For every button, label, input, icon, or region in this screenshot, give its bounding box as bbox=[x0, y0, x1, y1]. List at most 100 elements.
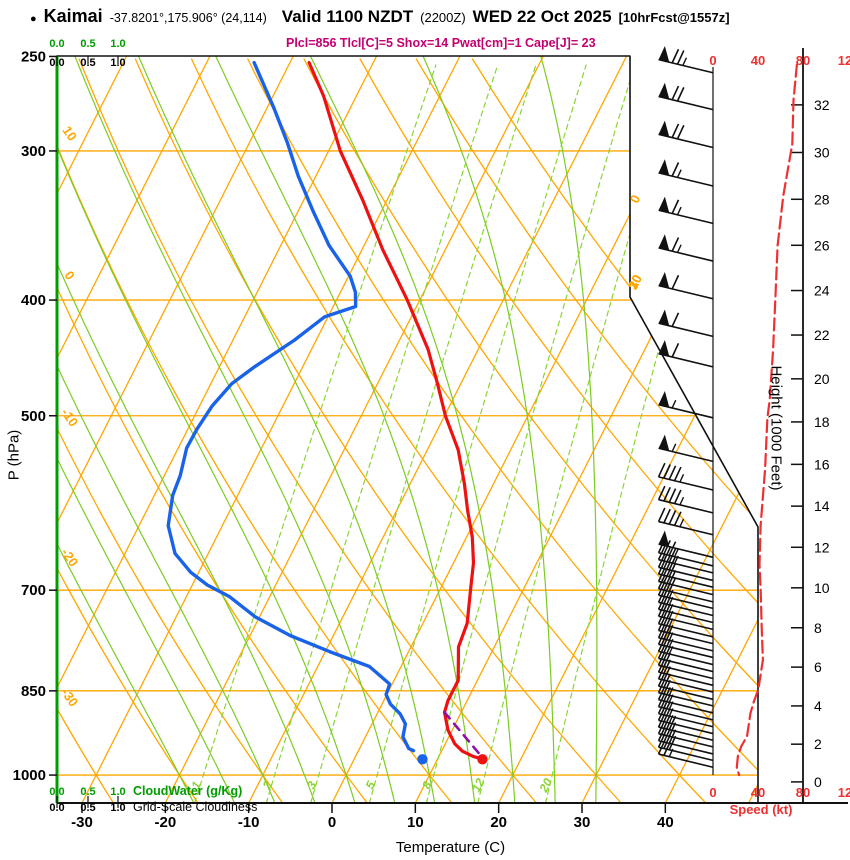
barb-staff bbox=[658, 520, 714, 536]
barb-full bbox=[663, 673, 671, 688]
speed-tick-label-top: 0 bbox=[709, 53, 716, 68]
cloud-scale-green-bottom: 0.0 bbox=[49, 786, 64, 798]
barb-full bbox=[657, 485, 666, 501]
barb-full bbox=[657, 462, 666, 478]
barb-staff bbox=[658, 698, 714, 714]
barb-full bbox=[663, 589, 671, 604]
barb-full bbox=[671, 343, 680, 358]
height-tick-label: 16 bbox=[814, 456, 830, 472]
mixing-ratio-line bbox=[477, 64, 679, 803]
pressure-tick-label: 250 bbox=[21, 48, 46, 65]
surface-temperature-dot bbox=[477, 754, 488, 765]
barb-full bbox=[663, 734, 671, 749]
barb-full bbox=[663, 561, 671, 576]
barb-full bbox=[663, 487, 671, 502]
barb-staff bbox=[658, 671, 714, 687]
wind-barbs bbox=[657, 45, 714, 769]
wind-barb bbox=[657, 726, 714, 755]
barb-half bbox=[676, 169, 682, 178]
barb-staff bbox=[658, 587, 714, 603]
barb-half bbox=[673, 555, 679, 564]
wind-barb bbox=[658, 120, 714, 149]
barb-full bbox=[657, 740, 666, 755]
barb-staff bbox=[658, 650, 714, 666]
valid-time: Valid 1100 NZDT bbox=[281, 7, 414, 26]
height-tick-label: 18 bbox=[814, 414, 830, 430]
barb-staff bbox=[658, 664, 714, 680]
barb-full bbox=[657, 664, 666, 680]
pressure-tick-label: 1000 bbox=[13, 767, 46, 784]
sounding-curves bbox=[166, 60, 488, 765]
barb-full bbox=[668, 465, 677, 480]
cloud-scale-green-bottom: 1.0 bbox=[110, 786, 125, 798]
barb-full bbox=[671, 85, 680, 101]
barb-full bbox=[671, 123, 680, 138]
height-tick-label: 2 bbox=[814, 736, 822, 752]
barb-full bbox=[676, 87, 685, 102]
stability-indices: Plcl=856 Tlcl[C]=5 Shox=14 Pwat[cm]=1 Ca… bbox=[286, 36, 596, 50]
barb-pennant bbox=[658, 120, 670, 137]
dry-adiabat-line bbox=[78, 58, 538, 803]
wind-barb bbox=[658, 434, 714, 463]
barb-full bbox=[663, 540, 671, 555]
barb-pennant bbox=[658, 82, 670, 100]
temp-tick-label: 30 bbox=[574, 814, 591, 831]
barb-full bbox=[668, 488, 677, 503]
barb-full bbox=[657, 616, 666, 631]
barb-half bbox=[679, 496, 685, 506]
barb-full bbox=[657, 644, 666, 659]
barb-full bbox=[657, 602, 666, 617]
isotherm-line bbox=[664, 56, 758, 803]
barb-full bbox=[663, 576, 671, 591]
barb-full bbox=[671, 199, 680, 214]
isotherm-label: 20 bbox=[625, 272, 645, 292]
barb-full bbox=[657, 672, 666, 687]
isotherm-line bbox=[498, 56, 758, 803]
barb-staff bbox=[658, 622, 714, 638]
temp-tick-label: -20 bbox=[154, 814, 176, 831]
isotherm-label: 0 bbox=[627, 192, 644, 205]
wind-barb bbox=[658, 196, 714, 225]
barb-full bbox=[663, 720, 671, 736]
isotherm-label: 30 bbox=[625, 272, 645, 292]
barb-half bbox=[668, 610, 674, 620]
barb-full bbox=[657, 609, 666, 625]
height-tick-label: 10 bbox=[814, 580, 830, 596]
barb-full bbox=[657, 595, 666, 610]
wind-barb bbox=[657, 651, 714, 680]
dry-adiabat-line bbox=[359, 58, 758, 803]
wind-barb bbox=[658, 309, 714, 338]
speed-tick-label-bottom: 0 bbox=[709, 785, 716, 800]
barb-staff bbox=[658, 608, 714, 624]
barb-full bbox=[668, 510, 677, 525]
wind-barb bbox=[658, 391, 714, 419]
barb-full bbox=[676, 50, 685, 65]
barb-full bbox=[657, 651, 666, 666]
dry-adiabat-line bbox=[415, 58, 758, 803]
speed-tick-label-top: 80 bbox=[796, 53, 810, 68]
isotherm-line bbox=[164, 56, 544, 803]
temp-tick-label: -10 bbox=[238, 814, 260, 831]
wind-barb bbox=[657, 644, 714, 673]
wind-barb bbox=[658, 82, 714, 111]
barb-full bbox=[657, 630, 666, 645]
station-coords: -37.8201°,175.906° (24,114) bbox=[109, 11, 267, 25]
pressure-tick-label: 700 bbox=[21, 582, 46, 599]
height-tick-label: 14 bbox=[814, 498, 830, 514]
barb-staff bbox=[658, 746, 714, 762]
cloudiness-scale-label: Grid-Scale Cloudiness bbox=[133, 800, 258, 814]
barb-full bbox=[673, 511, 682, 526]
barb-half bbox=[671, 443, 677, 452]
dry-adiabat-line bbox=[57, 58, 368, 803]
temp-tick-label: 0 bbox=[328, 814, 336, 831]
height-tick-label: 0 bbox=[814, 774, 822, 790]
cloud-scale-green-top: 1.0 bbox=[110, 38, 125, 50]
wind-barb bbox=[657, 507, 714, 536]
moist-adiabat-line bbox=[57, 56, 317, 803]
barb-full bbox=[663, 659, 671, 674]
barb-staff bbox=[658, 685, 714, 701]
barb-half bbox=[676, 244, 682, 253]
pressure-tick-label: 850 bbox=[21, 683, 46, 700]
isotherm-line bbox=[57, 56, 211, 803]
speed-tick-label-bottom: 12 bbox=[838, 785, 850, 800]
